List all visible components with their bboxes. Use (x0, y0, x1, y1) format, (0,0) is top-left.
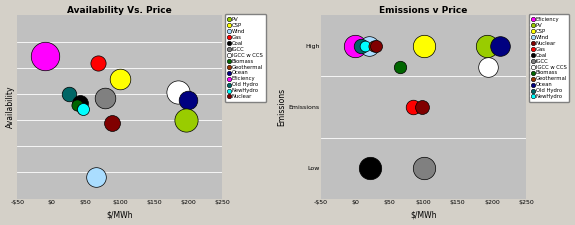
Point (75, 101, 85, 105)
Point (366, 166, 375, 170)
Point (482, 44, 492, 47)
Point (484, 65, 493, 68)
Point (365, 44, 374, 47)
Point (100, 96, 109, 99)
Point (370, 44, 379, 47)
Point (182, 118, 191, 122)
Point (78, 107, 87, 110)
Legend: PV, CSP, Wind, Gas, Coal, IGCC, IGCC w CCS, Biomass, Geothermal, Ocean, Eficienc: PV, CSP, Wind, Gas, Coal, IGCC, IGCC w C… (225, 14, 266, 102)
Point (356, 44, 365, 47)
Point (73, 103, 82, 107)
Point (417, 105, 426, 109)
Point (107, 122, 116, 125)
Point (183, 98, 193, 101)
Point (91, 175, 101, 178)
Y-axis label: Emissions: Emissions (277, 88, 286, 126)
Point (93, 61, 102, 65)
Y-axis label: Availability: Availability (6, 86, 14, 128)
Title: Emissions v Price: Emissions v Price (380, 6, 467, 15)
Point (419, 166, 428, 170)
Point (496, 44, 505, 47)
X-axis label: $/MWh: $/MWh (411, 210, 437, 219)
Legend: Eficiency, PV, CSP, Wind, Nuclear, Gas, Coal, IGCC, IGCC w CCS, Biomass, Geother: Eficiency, PV, CSP, Wind, Nuclear, Gas, … (528, 14, 569, 102)
Point (64, 92, 73, 96)
Point (40, 54, 49, 57)
X-axis label: $/MWh: $/MWh (106, 210, 133, 219)
Point (173, 90, 182, 94)
Point (77, 107, 86, 110)
Point (351, 44, 360, 47)
Point (371, 44, 380, 47)
Title: Availability Vs. Price: Availability Vs. Price (67, 6, 172, 15)
Point (360, 44, 369, 47)
Point (419, 44, 428, 47)
Point (409, 105, 418, 109)
Point (395, 65, 404, 68)
Point (115, 78, 124, 81)
